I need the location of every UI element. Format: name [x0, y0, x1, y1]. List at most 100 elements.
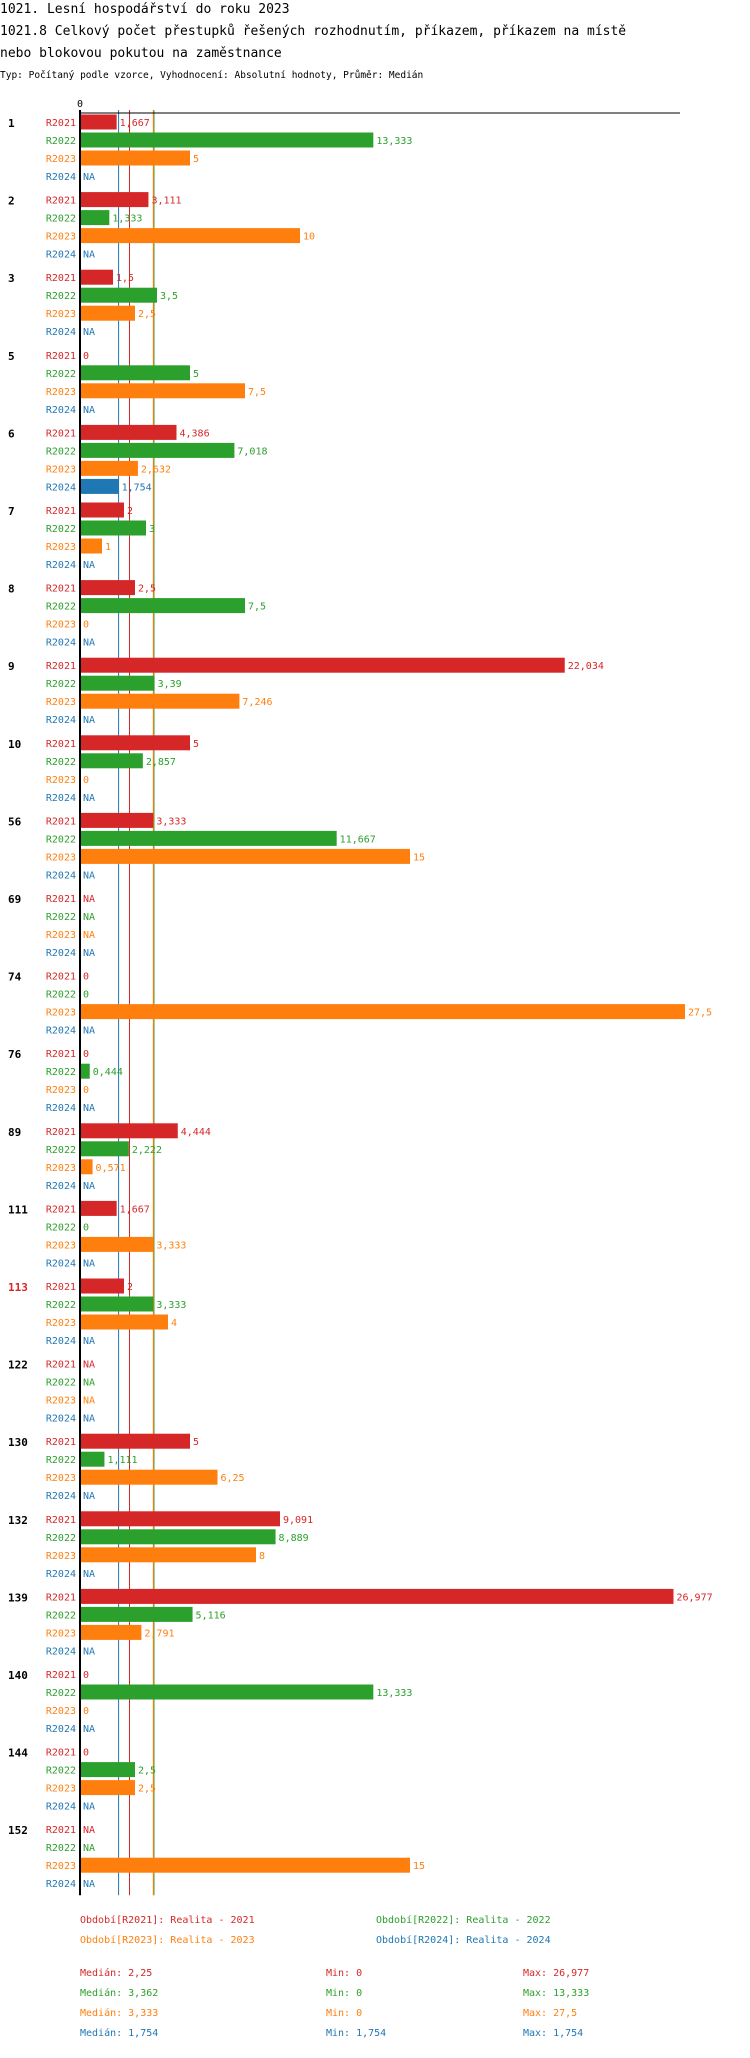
bar-6-r2023	[80, 460, 138, 476]
series-label-r2023: R2023	[46, 620, 76, 631]
data-label-89-r2021: 4,444	[181, 1127, 211, 1138]
data-label-140-r2023: 0	[83, 1706, 89, 1717]
bar-139-r2023	[80, 1624, 142, 1640]
data-label-76-r2023: 0	[83, 1085, 89, 1096]
series-label-r2022: R2022	[46, 1378, 76, 1389]
series-label-r2024: R2024	[46, 1491, 76, 1502]
data-label-122-r2024: NA	[83, 1414, 95, 1425]
bar-130-r2022	[80, 1451, 105, 1467]
bar-76-r2022	[80, 1063, 90, 1079]
series-label-r2023: R2023	[46, 1085, 76, 1096]
series-label-r2022: R2022	[46, 1145, 76, 1156]
stat-max: Max: 26,977	[523, 1968, 590, 1979]
chart-subtitle: Typ: Počítaný podle vzorce, Vyhodnocení:…	[0, 70, 424, 81]
data-label-89-r2022: 2,222	[132, 1145, 162, 1156]
series-label-r2024: R2024	[46, 1802, 76, 1813]
bar-3-r2022	[80, 287, 157, 303]
data-label-8-r2022: 7,5	[248, 602, 266, 613]
data-label-1-r2021: 1,667	[120, 118, 150, 129]
bar-140-r2022	[80, 1684, 374, 1700]
series-label-r2022: R2022	[46, 1067, 76, 1078]
data-label-130-r2023: 6,25	[221, 1473, 245, 1484]
data-label-6-r2024: 1,754	[122, 482, 152, 493]
data-label-140-r2024: NA	[83, 1724, 95, 1735]
series-label-r2021: R2021	[46, 428, 76, 439]
series-label-r2024: R2024	[46, 482, 76, 493]
series-label-r2024: R2024	[46, 1569, 76, 1580]
data-label-9-r2021: 22,034	[568, 661, 604, 672]
bar-132-r2021	[80, 1511, 281, 1527]
bar-89-r2022	[80, 1141, 129, 1157]
category-label-122: 122	[8, 1359, 28, 1372]
bar-56-r2021	[80, 812, 154, 828]
series-label-r2021: R2021	[46, 1204, 76, 1215]
data-label-5-r2023: 7,5	[248, 387, 266, 398]
data-label-2-r2024: NA	[83, 250, 95, 261]
category-label-1: 1	[8, 117, 15, 130]
bar-132-r2023	[80, 1547, 256, 1563]
bar-56-r2022	[80, 830, 337, 846]
bar-6-r2022	[80, 442, 235, 458]
data-label-130-r2021: 5	[193, 1437, 199, 1448]
category-label-5: 5	[8, 350, 15, 363]
data-label-76-r2021: 0	[83, 1049, 89, 1060]
data-label-76-r2022: 0,444	[93, 1067, 123, 1078]
data-label-130-r2024: NA	[83, 1491, 95, 1502]
bar-7-r2021	[80, 502, 124, 518]
series-label-r2021: R2021	[46, 351, 76, 362]
series-label-r2023: R2023	[46, 1628, 76, 1639]
bar-139-r2021	[80, 1588, 674, 1604]
stat-median: Medián: 3,362	[80, 1988, 159, 1999]
bar-130-r2023	[80, 1469, 218, 1485]
data-label-132-r2022: 8,889	[279, 1533, 309, 1544]
data-label-111-r2022: 0	[83, 1222, 89, 1233]
series-label-r2023: R2023	[46, 1706, 76, 1717]
series-label-r2022: R2022	[46, 1222, 76, 1233]
category-label-3: 3	[8, 272, 15, 285]
series-label-r2021: R2021	[46, 273, 76, 284]
series-label-r2024: R2024	[46, 793, 76, 804]
series-label-r2021: R2021	[46, 1282, 76, 1293]
bar-9-r2022	[80, 675, 155, 691]
data-label-6-r2022: 7,018	[237, 446, 267, 457]
category-label-2: 2	[8, 195, 15, 208]
bar-144-r2022	[80, 1762, 135, 1778]
series-label-r2023: R2023	[46, 1396, 76, 1407]
data-label-2-r2023: 10	[303, 232, 315, 243]
category-label-130: 130	[8, 1436, 28, 1449]
data-label-74-r2024: NA	[83, 1026, 95, 1037]
series-label-r2021: R2021	[46, 1049, 76, 1060]
bar-89-r2023	[80, 1159, 93, 1175]
category-label-74: 74	[8, 971, 22, 984]
series-label-r2024: R2024	[46, 1181, 76, 1192]
bar-6-r2024	[80, 478, 119, 494]
data-label-5-r2024: NA	[83, 405, 95, 416]
data-label-89-r2023: 0,571	[96, 1163, 126, 1174]
stat-min: Min: 0	[326, 2008, 363, 2019]
category-label-56: 56	[8, 815, 22, 828]
data-label-74-r2022: 0	[83, 990, 89, 1001]
category-label-152: 152	[8, 1824, 28, 1837]
data-label-113-r2022: 3,333	[156, 1300, 186, 1311]
data-label-56-r2021: 3,333	[156, 816, 186, 827]
series-label-r2021: R2021	[46, 1127, 76, 1138]
data-label-139-r2023: 2,791	[144, 1628, 174, 1639]
data-label-89-r2024: NA	[83, 1181, 95, 1192]
series-label-r2023: R2023	[46, 232, 76, 243]
series-label-r2022: R2022	[46, 291, 76, 302]
data-label-130-r2022: 1,111	[107, 1455, 137, 1466]
bar-113-r2022	[80, 1296, 154, 1312]
chart-title-line-2: nebo blokovou pokutou na zaměstnance	[0, 46, 282, 61]
category-label-111: 111	[8, 1203, 28, 1216]
series-label-r2021: R2021	[46, 1437, 76, 1448]
series-label-r2022: R2022	[46, 369, 76, 380]
data-label-10-r2023: 0	[83, 775, 89, 786]
data-label-74-r2021: 0	[83, 972, 89, 983]
category-label-144: 144	[8, 1747, 28, 1760]
series-label-r2024: R2024	[46, 172, 76, 183]
series-label-r2024: R2024	[46, 1879, 76, 1890]
data-label-7-r2022: 3	[149, 524, 155, 535]
series-label-r2021: R2021	[46, 196, 76, 207]
data-label-10-r2021: 5	[193, 739, 199, 750]
series-label-r2022: R2022	[46, 1455, 76, 1466]
